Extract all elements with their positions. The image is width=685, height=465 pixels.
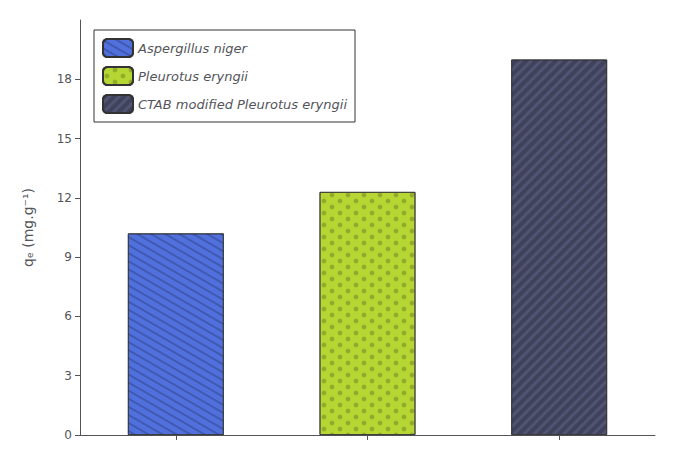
svg-text:Pleurotus eryngii: Pleurotus eryngii (138, 69, 248, 84)
svg-text:qₑ (mg.g⁻¹): qₑ (mg.g⁻¹) (20, 188, 36, 267)
svg-text:12: 12 (57, 191, 72, 205)
svg-text:15: 15 (57, 132, 72, 146)
svg-text:0: 0 (64, 428, 72, 442)
svg-text:CTAB modified Pleurotus eryngi: CTAB modified Pleurotus eryngii (138, 97, 347, 112)
svg-text:3: 3 (64, 369, 72, 383)
svg-text:18: 18 (57, 72, 72, 86)
svg-text:6: 6 (64, 309, 72, 323)
svg-text:Aspergillus niger: Aspergillus niger (137, 41, 249, 56)
svg-text:9: 9 (64, 250, 72, 264)
